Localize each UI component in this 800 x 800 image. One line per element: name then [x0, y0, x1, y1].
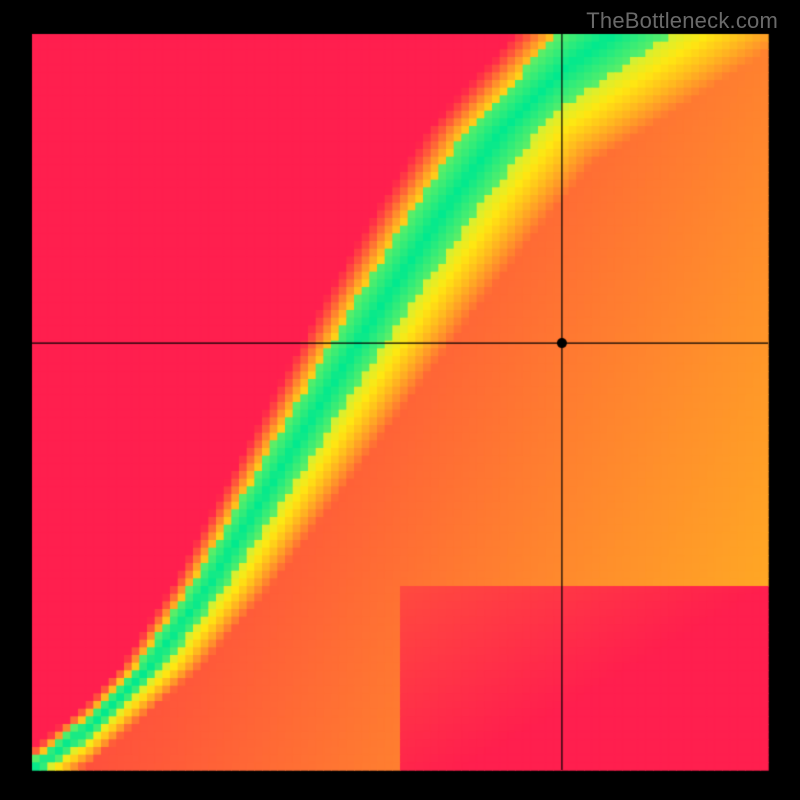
chart-container: { "watermark": { "text": "TheBottleneck.… — [0, 0, 800, 800]
watermark-text: TheBottleneck.com — [586, 8, 778, 34]
bottleneck-heatmap — [0, 0, 800, 800]
